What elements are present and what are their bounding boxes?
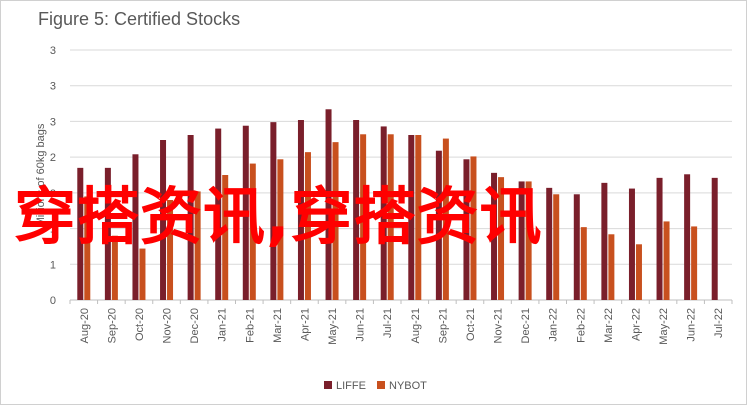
y-tick-label: 1	[50, 224, 56, 236]
bar-liffe	[187, 135, 194, 300]
bar-nybot	[167, 200, 174, 300]
y-tick-label: 1	[50, 259, 56, 271]
x-axis: Aug-20 Sep-20 Oct-20 Nov-20 Dec-20 Jan-21 Feb-…	[69, 300, 733, 345]
bar-liffe	[491, 172, 498, 300]
bar-nybot	[332, 142, 339, 300]
x-tick-label: May-21	[327, 308, 339, 345]
y-tick-label: 3	[50, 81, 56, 93]
x-tick-label: Mar-22	[603, 308, 615, 343]
x-tick-label: May-22	[658, 308, 670, 345]
legend-swatch-liffe	[324, 381, 332, 389]
bar-nybot	[553, 194, 560, 300]
x-tick-label: Feb-21	[244, 308, 256, 343]
bar-nybot	[304, 152, 311, 300]
x-tick-label: Nov-20	[162, 308, 174, 343]
y-axis: 0 1 1 2 2 3 3 3	[50, 45, 56, 307]
bar-liffe	[380, 126, 387, 300]
y-axis-label: Millions of 60kg bags	[35, 123, 47, 226]
bar-nybot	[111, 235, 118, 300]
bar-liffe	[215, 128, 222, 300]
x-tick-label: Jan-21	[217, 308, 229, 342]
x-tick-label: Dec-20	[189, 308, 201, 343]
bar-liffe	[573, 194, 580, 300]
bar-liffe	[408, 135, 415, 300]
legend-swatch-nybot	[377, 381, 385, 389]
x-tick-label: Jun-21	[355, 308, 367, 342]
bar-nybot	[84, 196, 91, 300]
x-tick-label: Dec-21	[520, 308, 532, 343]
legend-label-liffe: LIFFE	[336, 380, 366, 392]
x-tick-label: Feb-22	[575, 308, 587, 343]
bar-liffe	[132, 154, 139, 300]
bar-nybot	[580, 227, 587, 300]
bar-nybot	[498, 177, 505, 300]
bar-nybot	[249, 163, 256, 300]
y-tick-label: 2	[50, 152, 56, 164]
chart-title: Figure 5: Certified Stocks	[38, 9, 241, 29]
x-tick-label: Jan-22	[548, 308, 560, 342]
bar-nybot	[442, 138, 449, 300]
bar-nybot	[387, 134, 394, 300]
y-tick-label: 3	[50, 116, 56, 128]
legend: LIFFE NYBOT	[324, 380, 427, 392]
x-tick-label: Aug-21	[410, 308, 422, 343]
x-tick-label: Jun-22	[686, 308, 698, 342]
bar-nybot	[139, 248, 146, 300]
x-tick-label: Apr-22	[630, 308, 642, 341]
bar-liffe	[684, 174, 691, 300]
x-tick-label: Aug-20	[79, 308, 91, 343]
bar-liffe	[546, 187, 553, 300]
x-tick-label: Oct-21	[465, 308, 477, 341]
bar-liffe	[160, 140, 167, 300]
y-tick-label: 3	[50, 45, 56, 57]
bar-liffe	[518, 181, 525, 300]
x-tick-label: Jul-22	[713, 308, 725, 338]
bar-liffe	[297, 120, 304, 300]
x-tick-label: Nov-21	[493, 308, 505, 343]
bar-liffe	[601, 182, 608, 300]
bar-nybot	[415, 135, 422, 300]
bar-nybot	[663, 221, 670, 300]
bar-liffe	[435, 150, 442, 300]
bar-liffe	[656, 177, 663, 300]
bar-nybot	[277, 159, 284, 300]
x-tick-label: Mar-21	[272, 308, 284, 343]
bar-liffe	[325, 109, 332, 301]
bar-liffe	[104, 167, 111, 300]
bar-nybot	[360, 134, 367, 300]
y-tick-label: 0	[50, 295, 56, 307]
bar-liffe	[353, 120, 360, 300]
bar-nybot	[222, 175, 229, 300]
bar-nybot	[470, 156, 477, 300]
bar-nybot	[194, 191, 201, 300]
bar-liffe	[270, 122, 277, 301]
bar-nybot	[525, 181, 532, 300]
x-tick-label: Jul-21	[382, 308, 394, 338]
bar-nybot	[608, 234, 615, 300]
x-tick-label: Sep-20	[106, 308, 118, 343]
bar-liffe	[242, 125, 249, 300]
x-tick-label: Sep-21	[437, 308, 449, 343]
x-tick-label: Apr-21	[299, 308, 311, 341]
legend-label-nybot: NYBOT	[389, 380, 427, 392]
bar-liffe	[711, 177, 718, 300]
bar-liffe	[463, 159, 470, 300]
bar-nybot	[635, 244, 642, 300]
bar-nybot	[691, 226, 698, 300]
bar-liffe	[77, 167, 84, 300]
y-tick-label: 2	[50, 188, 56, 200]
bar-liffe	[628, 188, 635, 300]
bars	[77, 109, 718, 301]
x-tick-label: Oct-20	[134, 308, 146, 341]
watermark-text: 穿搭资讯,穿搭资讯	[14, 180, 543, 253]
